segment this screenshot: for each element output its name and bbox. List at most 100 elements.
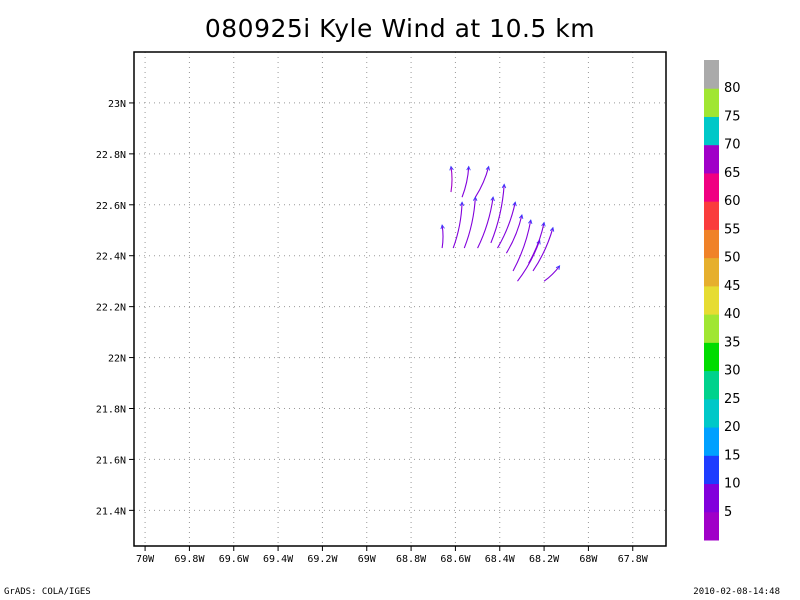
wind-vector-head [512, 201, 517, 207]
lon-tick-label: 70W [136, 554, 155, 565]
colorbar-segment [704, 60, 719, 89]
colorbar-label: 60 [724, 194, 741, 209]
wind-vector-head [519, 214, 524, 219]
colorbar-label: 35 [724, 335, 741, 350]
wind-vector-head [466, 165, 471, 171]
wind-vector-shaft [474, 166, 490, 198]
wind-vector-head [485, 165, 490, 171]
lat-tick-label: 21.8N [96, 404, 126, 415]
colorbar-segment [704, 427, 719, 456]
colorbar-label: 70 [724, 138, 741, 153]
colorbar-label: 75 [724, 109, 741, 124]
timestamp: 2010-02-08-14:48 [693, 587, 780, 597]
grads-credit: GrADS: COLA/IGES [4, 587, 91, 597]
lon-tick-label: 67.8W [618, 554, 649, 565]
lon-tick-label: 68.6W [440, 554, 471, 565]
lon-tick-label: 69W [358, 554, 377, 565]
colorbar-label: 45 [724, 279, 741, 294]
colorbar-label: 50 [724, 251, 741, 266]
wind-vector-shaft [441, 225, 444, 249]
plot-frame [133, 51, 667, 547]
wind-vector [505, 214, 524, 254]
lon-tick-label: 68W [579, 554, 598, 565]
wind-vector-shaft [463, 197, 476, 249]
colorbar-segment [704, 229, 719, 259]
wind-vector [532, 226, 555, 272]
wind-vector [474, 165, 490, 198]
wind-vector [449, 165, 454, 193]
wind-vector-shaft [490, 184, 505, 244]
lat-tick-label: 22.2N [96, 303, 126, 314]
wind-vector-shaft [497, 202, 516, 249]
colorbar-segment [704, 88, 719, 117]
colorbar-label: 55 [724, 222, 741, 237]
colorbar-segment [704, 511, 719, 541]
wind-vector [543, 265, 561, 282]
lon-tick-label: 69.8W [174, 554, 205, 565]
wind-vector-shaft [477, 197, 494, 249]
wind-vector [497, 201, 517, 249]
colorbar-label: 65 [724, 166, 741, 181]
colorbar-label: 5 [724, 505, 732, 520]
longitude-ticks: 70W 69.8W 69.6W 69.4W 69.2W 69W 68.8W 68.6W 68.4… [136, 546, 649, 565]
wind-vector-shaft [461, 166, 470, 198]
wind-vector-shaft [450, 166, 453, 193]
wind-vector-shaft [512, 219, 532, 272]
wind-vector-head [490, 196, 495, 202]
colorbar-label: 30 [724, 364, 741, 379]
wind-vector [461, 165, 471, 198]
wind-vector-head [549, 226, 555, 232]
colorbar-segment [704, 455, 719, 485]
lat-tick-label: 21.6N [96, 455, 126, 466]
chart-title: 080925i Kyle Wind at 10.5 km [204, 14, 596, 43]
lon-tick-label: 69.6W [219, 554, 250, 565]
wind-vector-head [449, 165, 454, 171]
wind-vector-shaft [528, 222, 545, 264]
colorbar-label: 80 [724, 81, 741, 96]
wind-vector [477, 196, 495, 249]
colorbar-segment [704, 257, 719, 287]
wind-vector [440, 224, 445, 249]
wind-vector-shaft [452, 202, 463, 249]
lat-tick-label: 22N [108, 354, 126, 365]
wind-vector [452, 201, 465, 249]
colorbar-segment [704, 116, 719, 146]
lon-tick-label: 68.8W [396, 554, 427, 565]
wind-vector-head [555, 265, 561, 270]
wind-vector-head [501, 183, 507, 189]
colorbar-segment [704, 398, 719, 428]
colorbar-segment [704, 342, 719, 372]
wind-vector-head [459, 201, 465, 207]
wind-vector-head [440, 224, 445, 230]
lat-tick-label: 22.8N [96, 150, 126, 161]
lon-tick-label: 68.4W [485, 554, 516, 565]
wind-vector-shaft [543, 265, 561, 282]
lat-tick-label: 23N [108, 99, 126, 110]
colorbar: 5 10 15 20 25 30 35 40 45 50 55 60 65 70 75 80 [704, 60, 741, 541]
colorbar-segment [704, 483, 719, 513]
colorbar-label: 10 [724, 477, 741, 492]
wind-vector [512, 219, 533, 272]
latitude-ticks: 21.4N 21.6N 21.8N 22N 22.2N 22.4N 22.6N 22.8N 23… [96, 99, 134, 517]
wind-vector-head [541, 221, 546, 227]
lat-tick-label: 21.4N [96, 506, 126, 517]
wind-vectors [440, 165, 561, 282]
grid-lines [134, 52, 666, 546]
wind-vector [490, 183, 507, 244]
wind-vector-head [528, 219, 533, 225]
lon-tick-label: 68.2W [529, 554, 560, 565]
lon-tick-label: 69.4W [263, 554, 294, 565]
lon-tick-label: 69.2W [307, 554, 338, 565]
colorbar-segment [704, 172, 719, 202]
lat-tick-label: 22.4N [96, 252, 126, 263]
wind-vector-shaft [532, 227, 554, 272]
colorbar-label: 20 [724, 420, 741, 435]
colorbar-segment [704, 144, 719, 174]
colorbar-segment [704, 314, 719, 343]
wind-vector-shaft [505, 214, 523, 254]
colorbar-segment [704, 201, 719, 230]
colorbar-segment [704, 370, 719, 400]
wind-vector [463, 196, 478, 249]
colorbar-label: 15 [724, 448, 741, 463]
